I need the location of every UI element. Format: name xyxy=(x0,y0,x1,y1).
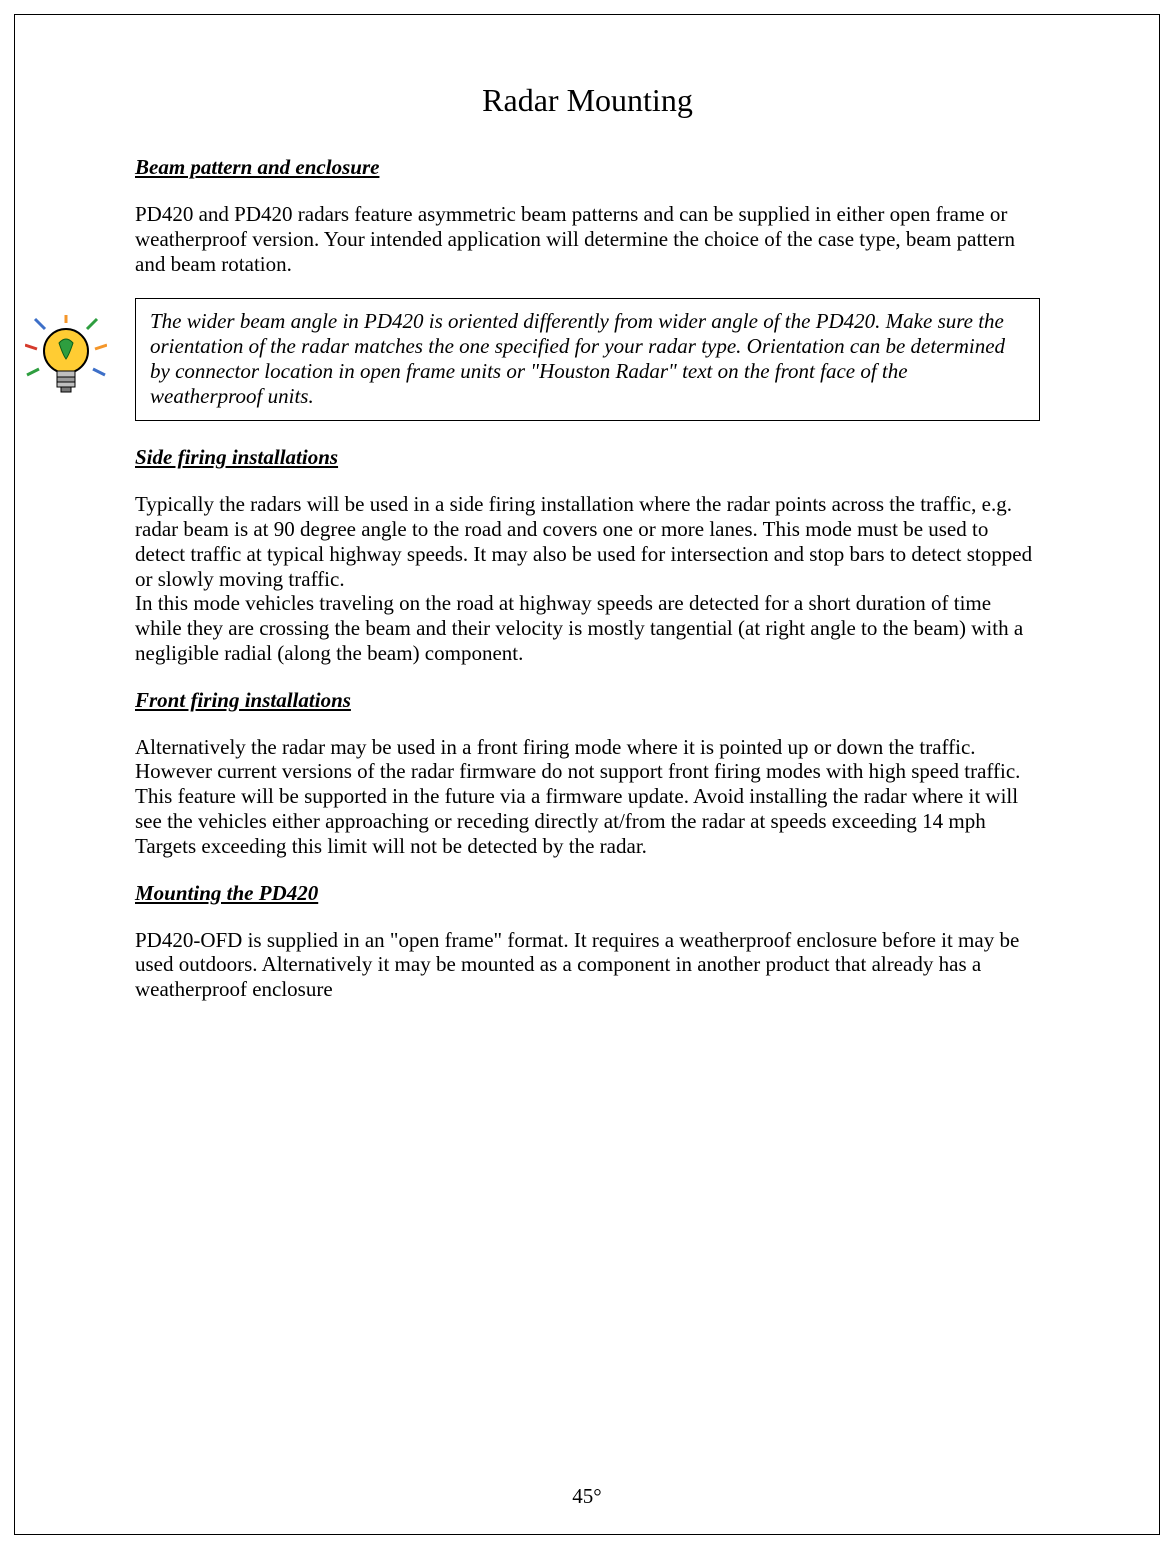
footer-degree: 45° xyxy=(0,1484,1174,1509)
heading-beam-pattern: Beam pattern and enclosure xyxy=(135,155,1040,180)
page-content: Radar Mounting Beam pattern and enclosur… xyxy=(135,82,1040,1024)
body-side-firing: Typically the radars will be used in a s… xyxy=(135,492,1040,665)
heading-side-firing: Side firing installations xyxy=(135,445,1040,470)
heading-mounting: Mounting the PD420 xyxy=(135,881,1040,906)
heading-front-firing: Front firing installations xyxy=(135,688,1040,713)
body-front-firing: Alternatively the radar may be used in a… xyxy=(135,735,1040,859)
callout-row: The wider beam angle in PD420 is oriente… xyxy=(25,298,1040,421)
callout-box: The wider beam angle in PD420 is oriente… xyxy=(135,298,1040,421)
page-title: Radar Mounting xyxy=(135,82,1040,119)
body-mounting: PD420-OFD is supplied in an "open frame"… xyxy=(135,928,1040,1002)
lightbulb-icon xyxy=(25,315,107,405)
body-beam-pattern: PD420 and PD420 radars feature asymmetri… xyxy=(135,202,1040,276)
